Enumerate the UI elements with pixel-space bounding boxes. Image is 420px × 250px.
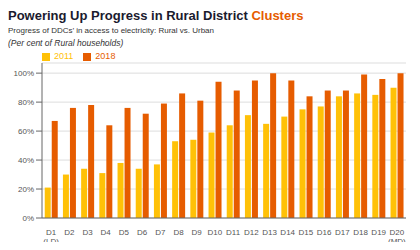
svg-text:D6: D6 <box>137 228 148 237</box>
svg-text:D4: D4 <box>101 228 112 237</box>
svg-text:D10: D10 <box>208 228 223 237</box>
svg-text:D17: D17 <box>335 228 350 237</box>
svg-text:D12: D12 <box>244 228 259 237</box>
html-text:Progress of DDCs’ in access to: Progress of DDCs’ in access to electrici… <box>8 26 214 35</box>
html-text:2018: 2018 <box>95 51 116 61</box>
svg-text:D2: D2 <box>64 228 75 237</box>
svg-text:D3: D3 <box>82 228 93 237</box>
svg-text:D19: D19 <box>371 228 386 237</box>
svg-text:80%: 80% <box>18 98 34 107</box>
svg-text:D16: D16 <box>317 228 332 237</box>
svg-text:100%: 100% <box>14 69 34 78</box>
svg-text:40%: 40% <box>18 156 34 165</box>
svg-text:D15: D15 <box>299 228 314 237</box>
html-text:(Per cent of Rural households): (Per cent of Rural households) <box>8 38 124 48</box>
svg-text:D8: D8 <box>173 228 184 237</box>
svg-text:D18: D18 <box>353 228 368 237</box>
svg-text:D5: D5 <box>119 228 130 237</box>
svg-text:D14: D14 <box>280 228 295 237</box>
svg-text:20%: 20% <box>18 185 34 194</box>
svg-text:0%: 0% <box>22 214 34 223</box>
svg-text:D11: D11 <box>226 228 241 237</box>
svg-text:D9: D9 <box>192 228 203 237</box>
svg-text:D1(LD): D1(LD) <box>43 228 59 242</box>
svg-text:D13: D13 <box>262 228 277 237</box>
html-text:2011: 2011 <box>54 51 74 61</box>
svg-text:60%: 60% <box>18 127 34 136</box>
svg-text:D7: D7 <box>155 228 166 237</box>
html-text:Powering Up Progress in Rural: Powering Up Progress in Rural District C… <box>8 8 304 23</box>
svg-text:D20(MD): D20(MD) <box>388 228 406 242</box>
